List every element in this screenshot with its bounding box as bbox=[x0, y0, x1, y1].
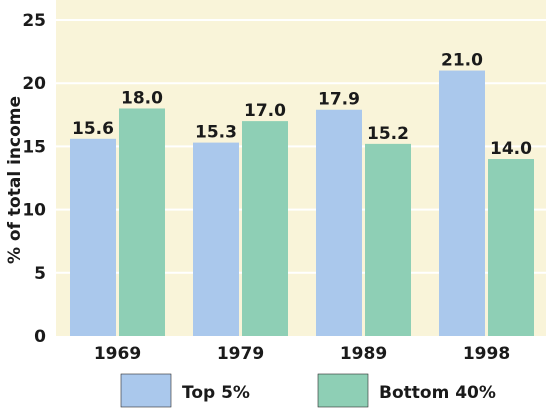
bar bbox=[242, 121, 288, 337]
data-label: 17.9 bbox=[318, 90, 360, 110]
y-tick-label: 20 bbox=[22, 74, 46, 94]
y-tick-label: 0 bbox=[34, 327, 46, 347]
y-axis-ticks: 0 5 10 15 20 25 bbox=[22, 11, 46, 347]
y-tick-label: 15 bbox=[22, 137, 46, 157]
legend-label-bottom-40: Bottom 40% bbox=[379, 383, 496, 403]
y-tick-label: 5 bbox=[34, 264, 46, 284]
y-axis-label: % of total income bbox=[5, 96, 25, 264]
bar bbox=[119, 108, 165, 336]
x-tick-label: 1979 bbox=[217, 344, 264, 364]
legend-swatch-bottom-40 bbox=[317, 373, 369, 408]
bars bbox=[70, 70, 534, 337]
legend-swatch-top-5 bbox=[120, 373, 172, 408]
y-tick-label: 25 bbox=[22, 11, 46, 31]
data-label: 14.0 bbox=[490, 139, 532, 159]
x-tick-label: 1989 bbox=[340, 344, 387, 364]
data-label: 17.0 bbox=[244, 101, 286, 121]
x-tick-label: 1969 bbox=[94, 344, 141, 364]
x-axis-ticks: 1969 1979 1989 1998 bbox=[94, 344, 510, 364]
data-labels: 15.6 18.0 15.3 17.0 17.9 15.2 21.0 14.0 bbox=[72, 51, 532, 159]
data-label: 15.6 bbox=[72, 119, 114, 139]
legend-label-top-5: Top 5% bbox=[182, 383, 250, 403]
bar bbox=[439, 70, 485, 336]
x-tick-label: 1998 bbox=[463, 344, 510, 364]
data-label: 15.2 bbox=[367, 124, 409, 144]
data-label: 15.3 bbox=[195, 123, 237, 143]
bar bbox=[365, 143, 411, 336]
bar bbox=[316, 109, 362, 336]
y-tick-label: 10 bbox=[22, 201, 46, 221]
bar bbox=[488, 159, 534, 336]
data-label: 18.0 bbox=[121, 88, 163, 108]
bar bbox=[70, 138, 116, 336]
data-label: 21.0 bbox=[441, 51, 483, 71]
bar bbox=[193, 142, 239, 336]
legend: Top 5% Bottom 40% bbox=[120, 373, 496, 408]
